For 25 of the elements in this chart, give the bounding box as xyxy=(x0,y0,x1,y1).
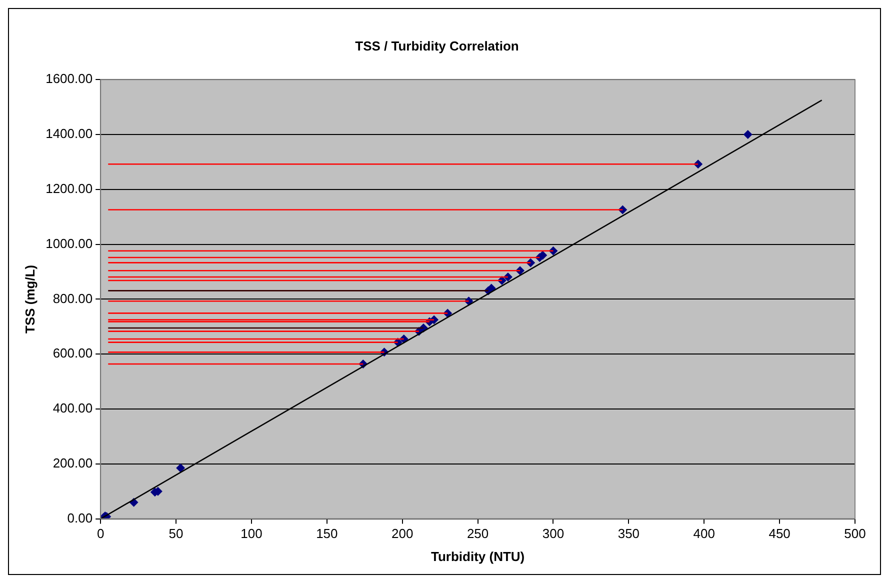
x-tick-label: 250 xyxy=(466,526,489,542)
chart-title: TSS / Turbidity Correlation xyxy=(355,38,519,54)
y-axis-title: TSS (mg/L) xyxy=(22,264,38,334)
y-tick-label: 400.00 xyxy=(52,400,93,416)
x-tick-label: 350 xyxy=(618,526,640,542)
point xyxy=(176,464,186,473)
y-tick-label: 1600.00 xyxy=(46,71,93,86)
x-tick-label: 500 xyxy=(844,526,866,542)
y-tick-label: 600.00 xyxy=(52,346,93,361)
y-tick-label: 1400.00 xyxy=(46,126,93,142)
y-tick-label: 0.00 xyxy=(67,510,93,526)
x-tick-label: 400 xyxy=(693,526,715,542)
y-tick-label: 200.00 xyxy=(52,455,93,470)
x-tick-label: 100 xyxy=(240,526,262,542)
x-tick-label: 50 xyxy=(168,526,184,542)
y-tick-label: 800.00 xyxy=(52,290,93,306)
point xyxy=(743,130,752,139)
x-tick-label: 450 xyxy=(768,526,790,542)
x-tick-label: 150 xyxy=(316,526,338,542)
x-tick-label: 200 xyxy=(392,526,414,542)
y-tick-label: 1000.00 xyxy=(46,236,93,251)
y-tick-label: 1200.00 xyxy=(46,180,93,196)
x-tick-label: 0 xyxy=(96,526,104,542)
x-axis-title: Turbidity (NTU) xyxy=(430,548,525,564)
x-tick-label: 300 xyxy=(542,526,564,542)
